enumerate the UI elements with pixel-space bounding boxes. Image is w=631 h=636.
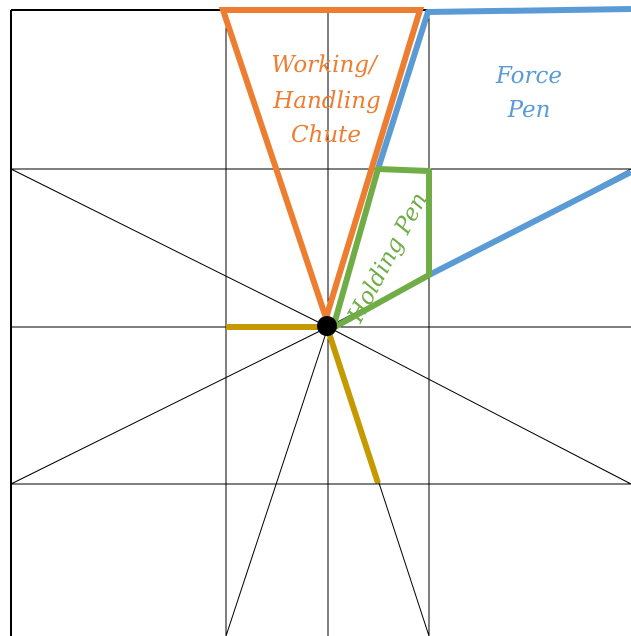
chute-label-line-2: Handling xyxy=(272,88,381,114)
radial-down-left xyxy=(225,326,329,636)
radial-lower-left xyxy=(10,326,329,485)
working-handling-chute xyxy=(218,7,425,328)
radial-upper-left xyxy=(10,168,329,328)
radial-lower-right xyxy=(327,326,631,485)
gate-lower xyxy=(325,329,381,484)
force-pen-fence xyxy=(375,6,631,170)
force-pen-label: Force Pen xyxy=(495,63,562,123)
force-pen-label-line-2: Pen xyxy=(507,97,551,123)
center-hub xyxy=(317,316,337,336)
chute-label: Working/ Handling Chute xyxy=(271,52,381,148)
chute-label-line-3: Chute xyxy=(291,122,361,148)
radial-lines xyxy=(10,168,631,636)
chute-label-line-1: Working/ xyxy=(271,52,379,78)
force-pen xyxy=(375,6,631,278)
force-pen-lower-fence xyxy=(427,169,631,278)
gates xyxy=(226,324,381,484)
force-pen-label-line-1: Force xyxy=(495,63,562,89)
holding-pen xyxy=(330,166,432,331)
